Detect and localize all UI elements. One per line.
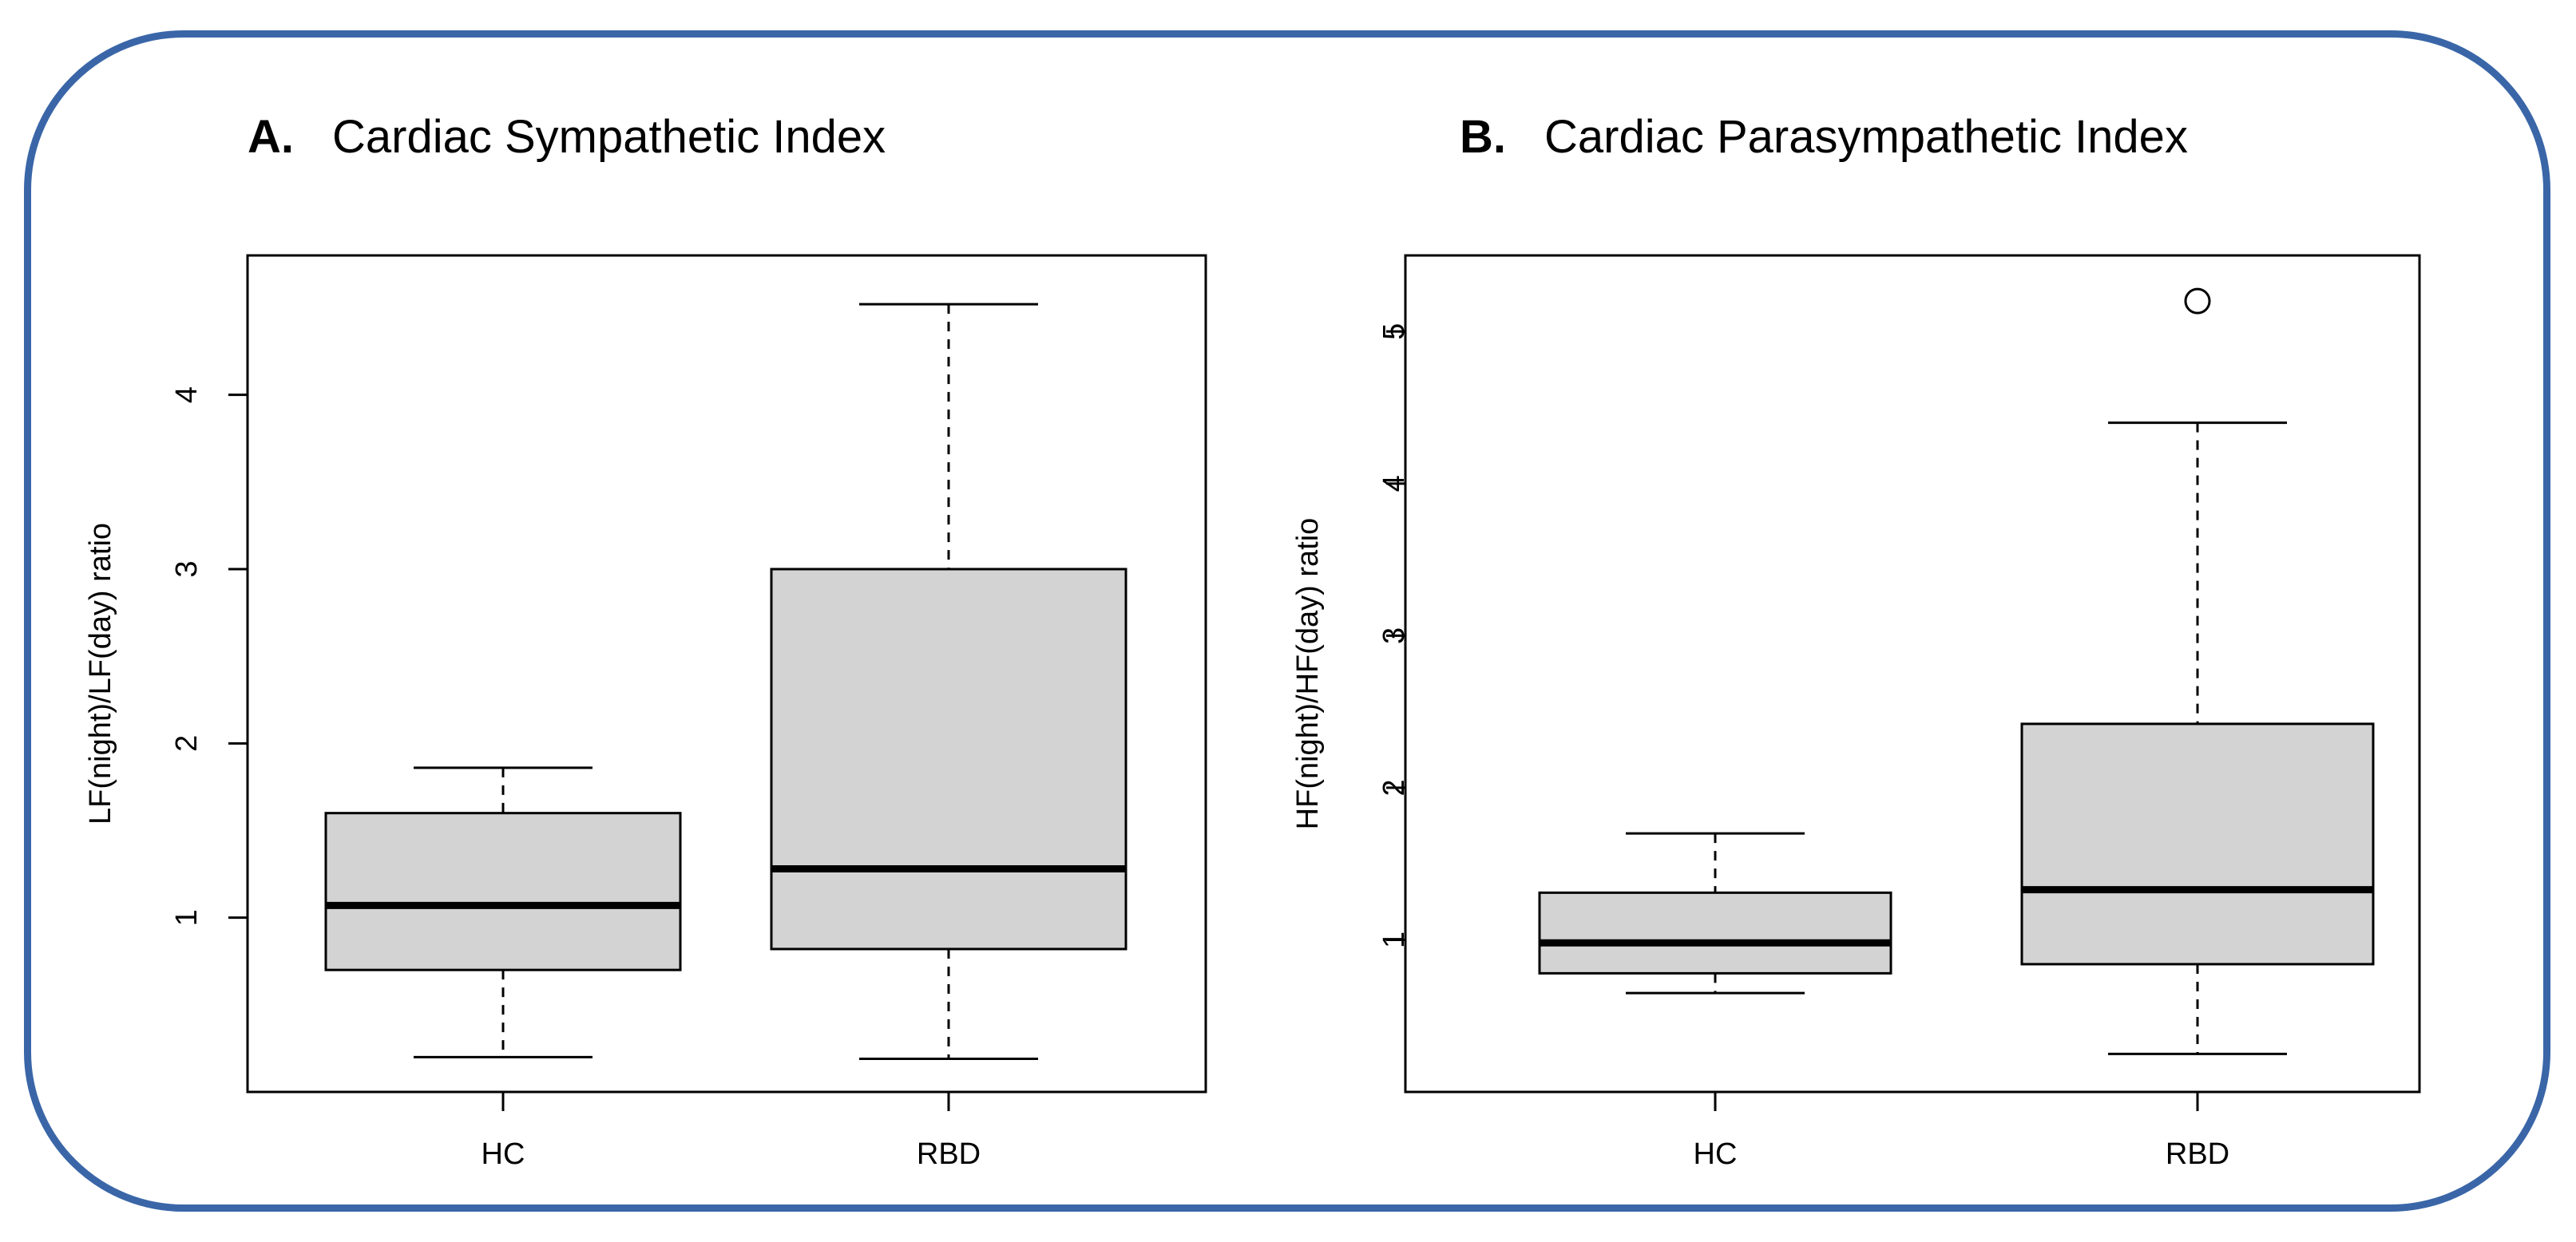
- x-category-label-a-hc: HC: [482, 1137, 525, 1171]
- y-axis-label-a: LF(night)/LF(day) ratio: [84, 523, 117, 825]
- y-tick-label-a-2: 2: [170, 735, 204, 752]
- panel-b-title: B. Cardiac Parasympathetic Index: [1460, 110, 2188, 164]
- y-tick-label-a-1: 1: [170, 909, 204, 926]
- y-tick-label-a-3: 3: [170, 560, 204, 577]
- y-tick-label-a-4: 4: [170, 386, 204, 403]
- outlier-point-b-rbd-0: [2184, 287, 2211, 314]
- panel-a-title: A. Cardiac Sympathetic Index: [248, 110, 886, 164]
- x-category-label-b-hc: HC: [1694, 1137, 1738, 1171]
- figure-frame: [24, 30, 2550, 1212]
- y-tick-label-b-1: 1: [1377, 931, 1411, 948]
- iqr-box-a-rbd: [770, 568, 1127, 951]
- y-tick-label-b-5: 5: [1377, 323, 1411, 340]
- x-category-label-b-rbd: RBD: [2166, 1137, 2229, 1171]
- plot-area-b: [1404, 254, 2421, 1094]
- panel-a-letter: A.: [248, 111, 294, 163]
- plot-area-a: [246, 254, 1207, 1094]
- iqr-box-a-hc: [324, 812, 682, 971]
- iqr-box-b-rbd: [2020, 722, 2375, 966]
- y-tick-label-b-2: 2: [1377, 779, 1411, 796]
- y-tick-label-b-4: 4: [1377, 475, 1411, 492]
- panel-a-title-text: Cardiac Sympathetic Index: [332, 111, 886, 163]
- x-category-label-a-rbd: RBD: [917, 1137, 981, 1171]
- iqr-box-b-hc: [1538, 891, 1892, 975]
- panel-b-letter: B.: [1460, 111, 1506, 163]
- y-tick-label-b-3: 3: [1377, 627, 1411, 644]
- y-axis-label-b: HF(night)/HF(day) ratio: [1291, 518, 1325, 830]
- panel-b-title-text: Cardiac Parasympathetic Index: [1544, 111, 2188, 163]
